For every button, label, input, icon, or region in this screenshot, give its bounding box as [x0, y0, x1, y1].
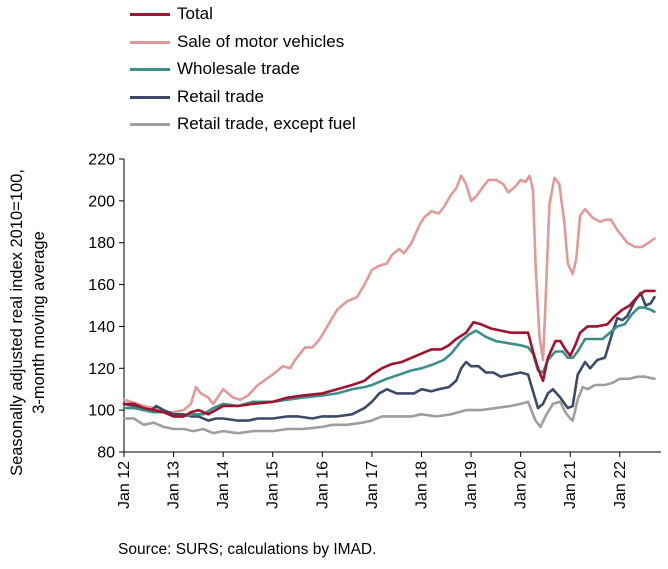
legend-item-retail-trade: Retail trade: [130, 86, 356, 114]
legend-label-sale-of-motor-vehicles: Sale of motor vehicles: [177, 31, 345, 51]
x-tick-label: Jan 17: [364, 461, 381, 509]
x-tick-label: Jan 12: [116, 461, 133, 509]
y-axis-ticks: 80 100 120 140 160 180 200 220: [88, 152, 124, 462]
x-tick-label: Jan 16: [314, 461, 331, 509]
y-tick-label: 140: [88, 319, 115, 336]
series-line-total: [122, 289, 656, 418]
legend-item-retail-trade-except-fuel: Retail trade, except fuel: [130, 113, 356, 141]
legend-swatch-retail-trade: [130, 95, 170, 99]
legend-swatch-retail-trade-except-fuel: [130, 123, 170, 126]
axes: [123, 159, 661, 453]
legend-swatch-total: [130, 13, 170, 16]
legend-label-retail-trade-except-fuel: Retail trade, except fuel: [177, 114, 356, 133]
y-tick-label: 80: [97, 445, 115, 462]
legend-label-total: Total: [177, 4, 213, 23]
x-tick-label: Jan 19: [463, 461, 480, 509]
y-tick-label: 100: [88, 403, 115, 420]
y-axis-label-line: Seasonally adjusted real index 2010=100,: [8, 169, 26, 476]
y-axis-label-line: 3-month moving average: [30, 231, 48, 414]
y-tick-label: 160: [88, 277, 115, 294]
series-lines: [122, 174, 656, 435]
x-tick-label: Jan 13: [166, 461, 183, 509]
legend-swatch-sale-of-motor-vehicles: [130, 40, 170, 44]
y-tick-label: 220: [88, 152, 115, 169]
x-tick-label: Jan 14: [215, 461, 232, 509]
legend-item-wholesale-trade: Wholesale trade: [130, 58, 356, 86]
series-line-sale-of-motor-vehicles: [122, 174, 656, 414]
y-tick-label: 200: [88, 193, 115, 210]
legend-item-total: Total: [130, 3, 356, 31]
x-tick-label: Jan 20: [513, 461, 530, 509]
legend-item-sale-of-motor-vehicles: Sale of motor vehicles: [130, 31, 356, 59]
x-tick-label: Jan 21: [562, 461, 579, 509]
legend-label-retail-trade: Retail trade: [177, 86, 264, 106]
y-axis-label: Seasonally adjusted real index 2010=100,…: [8, 169, 48, 476]
y-tick-label: 120: [88, 361, 115, 378]
legend-label-wholesale-trade: Wholesale trade: [177, 59, 300, 78]
y-tick-label: 180: [88, 235, 115, 252]
source-note: Source: SURS; calculations by IMAD.: [118, 541, 377, 558]
x-tick-label: Jan 22: [612, 461, 629, 509]
series-line-retail-trade-except-fuel: [122, 375, 656, 435]
legend-swatch-wholesale-trade: [130, 68, 170, 71]
x-axis-ticks: Jan 12 Jan 13 Jan 14 Jan 15 Jan 16 Jan 17 Jan …: [116, 452, 629, 509]
series-line-retail-trade: [122, 291, 656, 422]
x-tick-label: Jan 15: [265, 461, 282, 509]
legend: Total Sale of motor vehicles Wholesale t…: [130, 3, 356, 141]
series-line-wholesale-trade: [122, 306, 656, 418]
x-tick-label: Jan 18: [413, 461, 430, 509]
